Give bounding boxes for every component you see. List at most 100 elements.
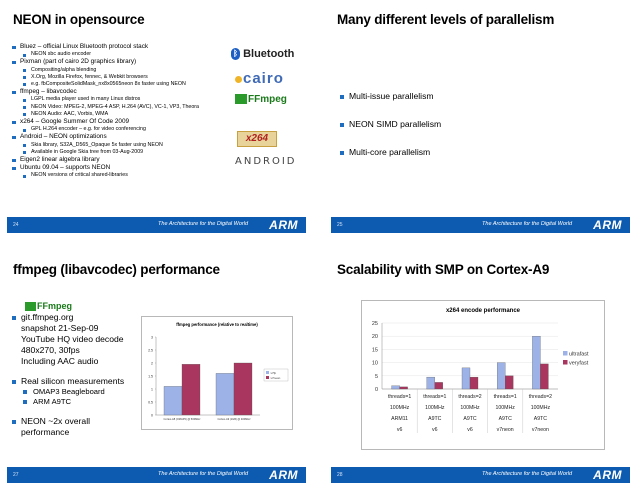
list-item: snapshot 21-Sep-09 — [21, 323, 99, 333]
ffmpeg-icon — [235, 94, 247, 105]
list-item: GPL H.264 encoder – e.g. for video confe… — [11, 126, 236, 133]
list-item: LGPL media player used in many Linux dis… — [11, 96, 236, 103]
x-tick-label: 100MHz — [390, 405, 410, 411]
list-item: OMAP3 Beagleboard — [11, 387, 141, 397]
bluetooth-icon: ᛒ — [231, 48, 240, 61]
y-tick-label: 10 — [372, 361, 378, 367]
page-number: 25 — [337, 222, 343, 228]
x-tick-label: A9TC — [428, 416, 442, 422]
x-tick-label: ARM11 — [391, 416, 408, 422]
x-tick-label: threads=1 — [494, 394, 517, 400]
x-tick-label: 100MHz — [496, 405, 516, 411]
bluetooth-logo-text: Bluetooth — [243, 48, 295, 60]
slide-neon-opensource: NEON in opensource Bluez – official Linu… — [3, 4, 310, 236]
x-tick-label: v7neon — [532, 427, 549, 433]
slide-parallelism: Many different levels of parallelism Mul… — [327, 4, 634, 236]
list-item: Android – NEON optimizations — [11, 133, 236, 141]
x-tick-label: v6 — [467, 427, 473, 433]
list-item: Available in Google Skia tree from 03-Au… — [11, 149, 236, 156]
bar-ultrafast — [532, 336, 541, 390]
y-tick-label: 0 — [375, 387, 378, 393]
list-item: YouTube HQ video decode — [21, 334, 124, 344]
x-tick-label: A9TC — [499, 416, 513, 422]
x-tick-label: threads=1 — [423, 394, 446, 400]
x-tick-label: A9TC — [534, 416, 548, 422]
list-item: NEON Video: MPEG-2, MPEG-4 ASP, H.264 (A… — [11, 104, 236, 111]
list-item: e.g. fbCompositeSolidMask_nx8x0565neon 8… — [11, 81, 236, 88]
slide-title: Many different levels of parallelism — [337, 12, 555, 27]
slide-footer: 24 The Architecture for the Digital Worl… — [7, 217, 306, 233]
y-tick-label: 15 — [372, 347, 378, 353]
list-item: X.Org, Mozilla Firefox, fennec, & Webkit… — [11, 74, 236, 81]
slide-smp-scalability: Scalability with SMP on Cortex-A9 x264 e… — [327, 254, 634, 486]
ffmpeg-icon — [25, 302, 36, 312]
slide-title: ffmpeg (libavcodec) performance — [13, 262, 220, 277]
chart-title: x264 encode performance — [446, 308, 521, 314]
y-tick-label: 1 — [151, 387, 153, 391]
list-item: Including AAC audio — [21, 356, 99, 366]
list-item: x264 – Google Summer Of Code 2009 — [11, 118, 236, 126]
list-item: Pixman (part of cairo 2D graphics librar… — [11, 58, 236, 66]
ffmpeg-logo: FFmpeg — [235, 94, 287, 105]
list-item: git.ffmpeg.org — [11, 312, 141, 323]
x264-logo-text: x264 — [245, 133, 269, 144]
arm-logo: ARM — [269, 218, 298, 232]
bar-v7neon — [181, 364, 201, 416]
list-item: Skia library, S32A_D565_Opaque 5x faster… — [11, 142, 236, 149]
ffmpeg-logo-text: FFmpeg — [248, 94, 287, 105]
slide-footer: 27 The Architecture for the Digital Worl… — [7, 467, 306, 483]
x-tick-label: threads=2 — [529, 394, 552, 400]
list-item: Compositing/alpha blending — [11, 67, 236, 74]
bar-ultrafast — [426, 376, 435, 390]
chart-title: ffmpeg performance (relative to realtime… — [176, 322, 258, 327]
slide-footer: 25 The Architecture for the Digital Worl… — [331, 217, 630, 233]
slide-title: NEON in opensource — [13, 12, 145, 27]
x264-logo: x264 — [237, 131, 277, 147]
bar-ultrafast — [461, 367, 471, 390]
legend-swatch — [266, 376, 269, 379]
ffmpeg-logo: FFmpeg — [25, 301, 72, 312]
y-tick-label: 25 — [372, 321, 378, 327]
y-tick-label: 3 — [151, 335, 153, 339]
legend-swatch — [266, 371, 269, 374]
x-tick-label: v7neon — [497, 427, 514, 433]
list-item: ffmpeg – libavcodec — [11, 88, 236, 96]
footer-tagline: The Architecture for the Digital World — [482, 221, 572, 227]
footer-tagline: The Architecture for the Digital World — [158, 221, 248, 227]
arm-logo: ARM — [269, 468, 298, 482]
legend-label: v7fp — [271, 371, 277, 375]
cairo-icon — [235, 76, 242, 83]
bullet-list: git.ffmpeg.org snapshot 21-Sep-09 YouTube … — [11, 312, 141, 438]
page-number: 24 — [13, 222, 19, 228]
x-tick-label: A9TC — [463, 416, 477, 422]
slide-ffmpeg-performance: ffmpeg (libavcodec) performance FFmpeg g… — [3, 254, 310, 486]
list-item: Multi-issue parallelism — [339, 91, 599, 102]
slide-footer: 28 The Architecture for the Digital Worl… — [331, 467, 630, 483]
x-tick-label: threads=2 — [458, 394, 481, 400]
list-item: NEON ~2x overall — [11, 416, 141, 427]
legend-box — [263, 368, 289, 382]
bar-v7fp — [215, 373, 235, 416]
y-tick-label: 2.5 — [148, 348, 153, 352]
bar-v7neon — [233, 362, 253, 416]
android-logo-text: ANDROID — [235, 156, 297, 167]
y-tick-label: 5 — [375, 374, 378, 380]
cairo-logo-text: cairo — [243, 70, 284, 87]
page-number: 27 — [13, 472, 19, 478]
list-item: Multi-core parallelism — [339, 147, 599, 158]
list-item: NEON SIMD parallelism — [339, 119, 599, 130]
x-tick-label: v6 — [432, 427, 438, 433]
bar-veryfast — [469, 376, 479, 390]
x-tick-label: threads=1 — [388, 394, 411, 400]
bullet-list: Bluez – official Linux Bluetooth protoco… — [11, 43, 236, 180]
bar-ultrafast — [391, 385, 400, 390]
y-tick-label: 0.5 — [148, 400, 153, 404]
ffmpeg-performance-chart: ffmpeg performance (relative to realtime… — [141, 316, 293, 430]
list-item: NEON versions of critical shared-librari… — [11, 172, 236, 179]
y-tick-label: 0 — [151, 413, 153, 417]
x-tick-label: 100MHz — [531, 405, 551, 411]
bluetooth-logo: ᛒ Bluetooth — [231, 48, 295, 61]
bar-veryfast — [540, 363, 549, 390]
legend-label: v7neon — [271, 376, 281, 380]
y-tick-label: 20 — [372, 334, 378, 340]
